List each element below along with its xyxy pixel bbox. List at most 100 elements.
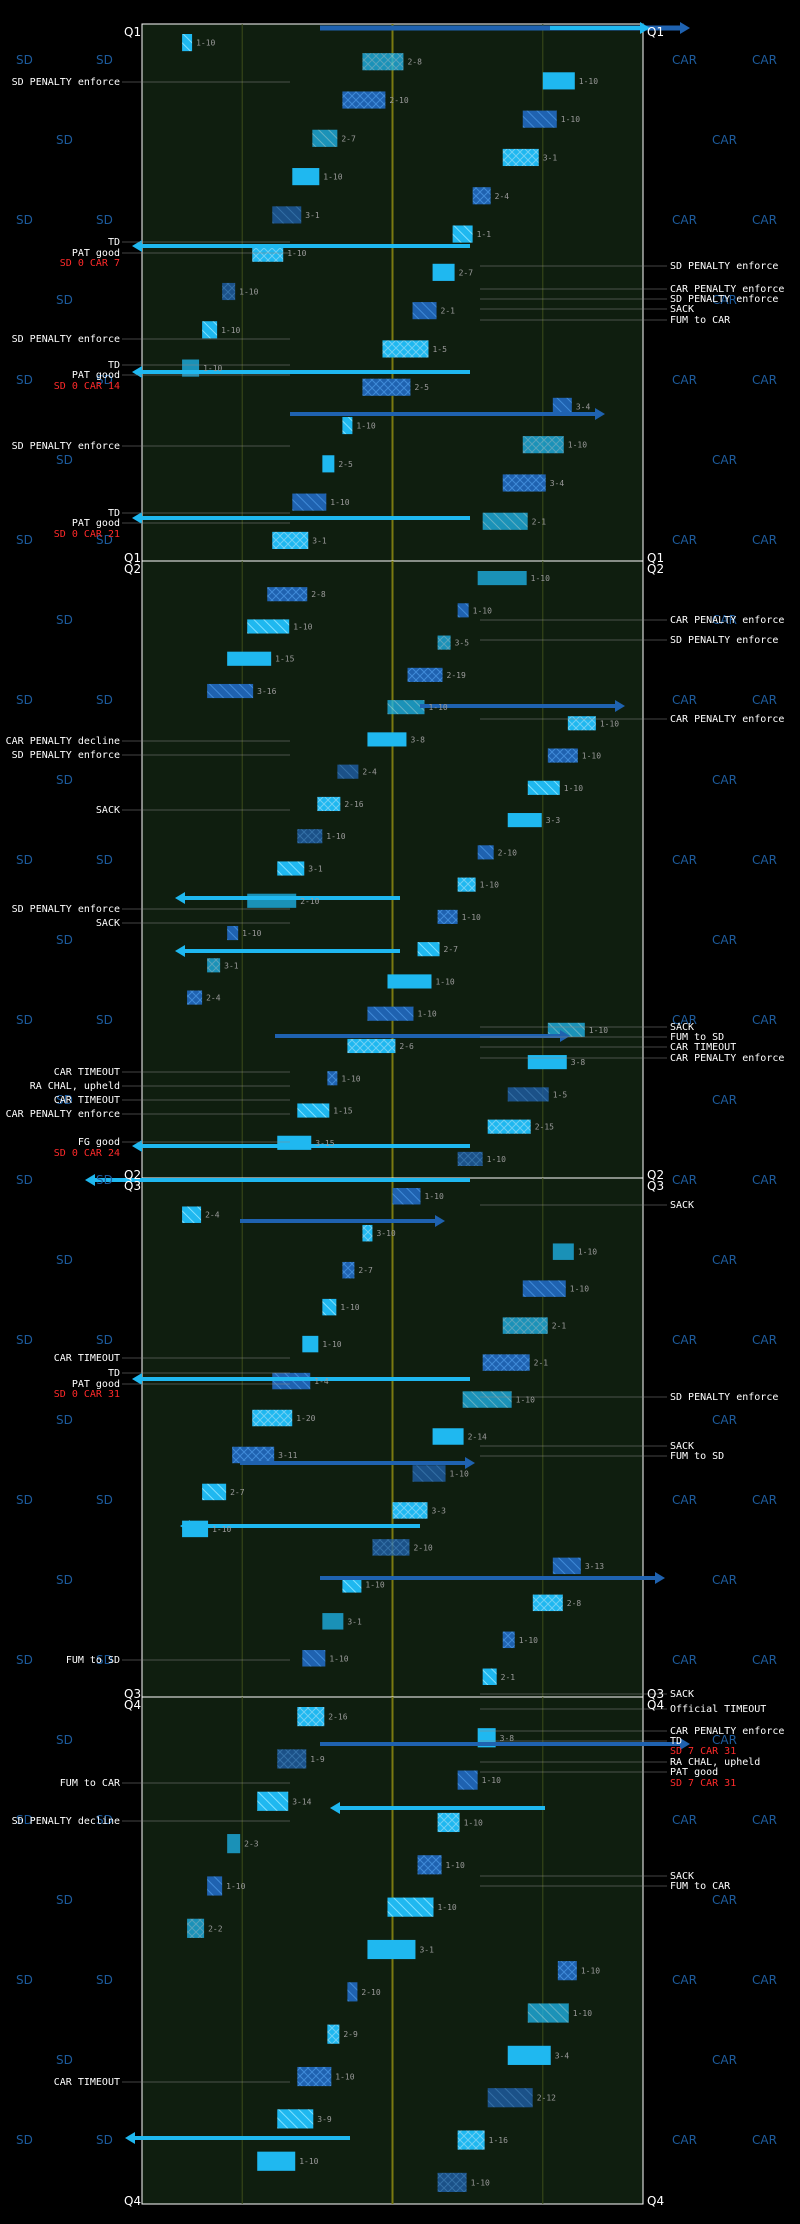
- play-block: [527, 2003, 569, 2023]
- event-label: SACK: [670, 1200, 694, 1211]
- down-distance: 3-8: [500, 1734, 515, 1743]
- team-watermark: SD: [16, 1493, 33, 1507]
- drive-arrow: [320, 25, 680, 31]
- play-block: [507, 2045, 551, 2065]
- play-block: [522, 110, 557, 128]
- arrowhead-icon: [465, 1457, 475, 1469]
- event-label: SACK: [670, 304, 694, 315]
- team-watermark: CAR: [712, 773, 737, 787]
- down-distance: 3-15: [315, 1139, 334, 1148]
- down-distance: 2-16: [328, 1713, 347, 1722]
- event-label: TD: [108, 237, 120, 248]
- down-distance: 3-13: [585, 1562, 604, 1571]
- team-watermark: SD: [16, 1333, 33, 1347]
- play-block: [292, 493, 327, 511]
- team-watermark: SD: [56, 453, 73, 467]
- event-label: SD PENALTY enforce: [12, 334, 120, 345]
- down-distance: 3-1: [419, 1946, 434, 1955]
- drive-arrow: [275, 1034, 560, 1038]
- team-watermark: SD: [16, 1813, 33, 1827]
- team-watermark: CAR: [712, 613, 737, 627]
- play-block: [342, 1261, 355, 1279]
- play-block: [477, 571, 527, 586]
- play-block: [557, 1961, 577, 1981]
- down-distance: 3-1: [543, 153, 558, 162]
- team-watermark: SD: [16, 1653, 33, 1667]
- play-block: [387, 1897, 434, 1917]
- team-watermark: CAR: [752, 1173, 777, 1187]
- play-block: [482, 1668, 497, 1685]
- down-distance: 1-10: [212, 1525, 231, 1534]
- down-distance: 1-10: [480, 881, 499, 890]
- down-distance: 1-10: [582, 752, 601, 761]
- play-block: [552, 397, 572, 415]
- down-distance: 1-10: [573, 2009, 592, 2018]
- down-distance: 2-4: [362, 768, 377, 777]
- team-watermark: SD: [96, 1333, 113, 1347]
- down-distance: 1-9: [310, 1755, 325, 1764]
- down-distance: 1-5: [553, 1090, 568, 1099]
- play-block: [297, 1707, 325, 1727]
- down-distance: 2-12: [537, 2094, 556, 2103]
- quarter-label-right: Q3: [647, 1687, 664, 1701]
- down-distance: 2-16: [344, 800, 363, 809]
- drive-arrow: [550, 26, 640, 30]
- score-text: SD 0 CAR 14: [54, 381, 120, 392]
- event-label: PAT good: [670, 1767, 718, 1778]
- team-watermark: SD: [56, 133, 73, 147]
- down-distance: 2-7: [444, 945, 459, 954]
- down-distance: 3-5: [455, 639, 470, 648]
- down-distance: 3-3: [546, 816, 561, 825]
- down-distance: 1-10: [589, 1026, 608, 1035]
- play-block: [322, 1298, 337, 1316]
- down-distance: 1-10: [581, 1967, 600, 1976]
- down-distance: 1-10: [341, 1074, 360, 1083]
- event-label: SD PENALTY enforce: [670, 635, 778, 646]
- arrowhead-icon: [175, 945, 185, 957]
- down-distance: 2-5: [414, 383, 429, 392]
- team-watermark: CAR: [752, 1813, 777, 1827]
- event-label: FUM to SD: [670, 1032, 724, 1043]
- team-watermark: CAR: [712, 133, 737, 147]
- down-distance: 1-10: [365, 1580, 384, 1589]
- drive-arrow: [185, 949, 400, 953]
- quarter-label-right: Q4: [647, 2194, 664, 2208]
- event-label: FUM to SD: [66, 1655, 120, 1666]
- team-watermark: CAR: [672, 1173, 697, 1187]
- event-label: SD PENALTY enforce: [12, 750, 120, 761]
- play-block: [317, 796, 341, 812]
- arrowhead-icon: [615, 700, 625, 712]
- team-watermark: SD: [96, 213, 113, 227]
- down-distance: 3-8: [410, 735, 425, 744]
- play-block: [227, 925, 239, 941]
- arrowhead-icon: [655, 1572, 665, 1584]
- team-watermark: SD: [96, 1813, 113, 1827]
- quarter-label-right: Q2: [647, 1168, 664, 1182]
- arrowhead-icon: [125, 2132, 135, 2144]
- play-block: [412, 302, 437, 320]
- event-label: SACK: [670, 1689, 694, 1700]
- down-distance: 3-4: [555, 2051, 570, 2060]
- play-block: [362, 1224, 373, 1242]
- team-watermark: SD: [16, 693, 33, 707]
- play-block: [247, 893, 297, 908]
- drive-arrow: [142, 244, 470, 248]
- quarter-label-left: Q4: [124, 2194, 141, 2208]
- play-block: [232, 1446, 275, 1464]
- team-watermark: SD: [56, 2053, 73, 2067]
- down-distance: 1-20: [296, 1414, 315, 1423]
- down-distance: 3-1: [312, 536, 327, 545]
- play-block: [527, 1055, 567, 1070]
- drive-arrow: [240, 1219, 435, 1223]
- down-distance: 3-11: [278, 1451, 297, 1460]
- down-distance: 2-4: [205, 1211, 220, 1220]
- play-block: [547, 748, 578, 763]
- down-distance: 1-10: [487, 1155, 506, 1164]
- event-label: FUM to CAR: [670, 1881, 731, 1892]
- down-distance: 2-10: [300, 897, 319, 906]
- team-watermark: SD: [56, 1573, 73, 1587]
- down-distance: 3-9: [317, 2115, 332, 2124]
- down-distance: 1-10: [242, 929, 261, 938]
- down-distance: 1-10: [578, 1248, 597, 1257]
- play-block: [522, 1280, 566, 1297]
